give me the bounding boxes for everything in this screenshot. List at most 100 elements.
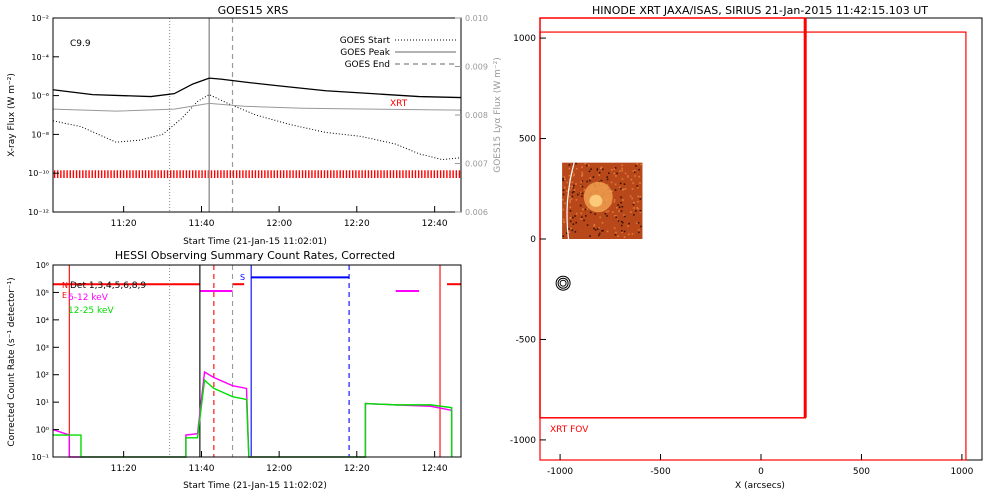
xrt-image-speckle [566, 190, 568, 192]
xrt-image-speckle [586, 224, 589, 226]
xrt-image-speckle [569, 206, 572, 209]
xrt-image-speckle [581, 180, 584, 183]
xrt-ytick-label: 0 [530, 235, 536, 245]
xrt-image-speckle [599, 167, 602, 170]
xrt-image-speckle [613, 168, 616, 170]
xrt-image-speckle [624, 172, 627, 175]
xrt-image-speckle [612, 211, 614, 213]
xrt-image-bright-kernel [589, 194, 603, 207]
xrt-plot-area [539, 17, 967, 461]
xrt-image-speckle [584, 208, 587, 211]
xrt-xtick-label: -500 [650, 467, 671, 477]
xrt-image-speckle [586, 208, 588, 211]
hessi-axes: 10⁻¹ 10⁰ 10¹ 10² 10³ 10⁴ 10⁵ 10⁶ 11:20 11:40 12:00… [31, 261, 448, 474]
xrt-image-speckle [581, 192, 584, 195]
xrt-image-speckle [610, 181, 613, 184]
xrt-image-speckle [573, 190, 575, 193]
xrt-image-speckle [585, 215, 587, 217]
goes-xrt-label: XRT [390, 99, 408, 109]
xrt-image-speckle [562, 198, 564, 201]
xrt-image-speckle [613, 201, 616, 203]
goes-xtick-label: 12:00 [266, 219, 292, 229]
xrt-image-speckle [606, 176, 609, 178]
xrt-image-speckle [584, 162, 586, 165]
hessi-ytick-label: 10¹ [36, 398, 49, 407]
goes-right-ytick-label: 0.010 [465, 14, 488, 23]
xrt-image-speckle [633, 202, 636, 204]
xrt-image-speckle [601, 230, 603, 232]
hessi-ytick-label: 10³ [36, 343, 49, 352]
goes-xtick-label: 12:20 [344, 219, 370, 229]
xrt-image-speckle [581, 166, 583, 169]
xrt-image-speckle [619, 187, 622, 190]
xrt-image-speckle [637, 207, 640, 210]
xrt-image-speckle [629, 195, 632, 198]
xrt-image-speckle [624, 188, 627, 190]
xrt-image-speckle [611, 190, 614, 192]
xrt-image-speckle [598, 227, 600, 229]
xrt-image-speckle [615, 231, 617, 234]
xrt-image-speckle [614, 167, 617, 169]
xrt-image-speckle [606, 230, 609, 233]
xrt-image-speckle [568, 227, 570, 230]
hessi-contour [557, 277, 569, 289]
hessi-xtick-label: 11:20 [111, 464, 137, 474]
xrt-image-speckle [570, 227, 572, 230]
goes-xtick-label: 11:40 [189, 219, 215, 229]
xrt-image-speckle [639, 195, 641, 198]
xrt-image-speckle [640, 225, 642, 228]
hessi-contour [559, 279, 567, 287]
xrt-image-speckle [602, 168, 604, 171]
xrt-image-speckle [607, 210, 610, 212]
xrt-title: HINODE XRT JAXA/ISAS, SIRIUS 21-Jan-2015… [592, 4, 928, 17]
xrt-image-speckle [562, 218, 565, 221]
xrt-image-speckle [598, 174, 600, 176]
goes-right-ytick-label: 0.008 [465, 111, 488, 120]
xrt-image-speckle [621, 231, 623, 233]
xrt-image-speckle [622, 199, 624, 201]
xrt-image-speckle [573, 184, 575, 187]
xrt-image-speckle [617, 235, 620, 238]
goes-flare-class: C9.9 [70, 39, 91, 49]
goes-xrs-panel: GOES15 XRS C9.9 XRT GOES Start GOES Peak… [7, 4, 503, 247]
goes-ytick-label: 10⁻¹⁰ [28, 169, 49, 178]
xrt-image-speckle [621, 221, 624, 224]
goes-series-lya [52, 102, 462, 112]
xrt-image-speckle [580, 180, 583, 183]
goes-xtick-label: 11:20 [111, 219, 137, 229]
xrt-image-speckle [572, 186, 574, 189]
xrt-image-speckle [599, 216, 601, 219]
hessi-title: HESSI Observing Summary Count Rates, Cor… [115, 249, 395, 262]
xrt-image-speckle [627, 225, 629, 227]
legend-hessi-lo: 6-12 keV [68, 293, 109, 303]
xrt-image-speckle [633, 207, 635, 209]
xrt-image-speckle [615, 215, 618, 217]
xrt-image-speckle [620, 201, 622, 204]
xrt-image-speckle [571, 171, 574, 173]
xrt-image-speckle [579, 204, 582, 207]
xrt-image-speckle [583, 188, 586, 191]
goes-xlabel: Start Time (21-Jan-15 11:02:01) [183, 237, 327, 247]
xrt-image-speckle [588, 170, 591, 173]
xrt-image-speckle [562, 208, 564, 211]
xrt-image-speckle [623, 215, 626, 218]
goes-series-long [52, 77, 462, 99]
xrt-image-speckle [563, 221, 565, 224]
xrt-image-speckle [563, 176, 566, 178]
xrt-image-speckle [606, 215, 608, 217]
goes-right-ytick-label: 0.007 [465, 160, 488, 169]
xrt-image-speckle [580, 212, 583, 215]
xrt-image-speckle [596, 169, 599, 171]
xrt-image-speckle [580, 217, 582, 220]
xrt-image-speckle [637, 222, 640, 224]
xrt-fov-label: XRT FOV [550, 425, 589, 435]
goes-title: GOES15 XRS [218, 4, 289, 17]
xrt-image-speckle [580, 185, 582, 187]
xrt-image-speckle [636, 185, 639, 187]
xrt-image-speckle [596, 228, 599, 230]
xrt-image-speckle [573, 189, 576, 192]
xrt-image-speckle [618, 210, 620, 212]
hessi-ytick-label: 10⁶ [36, 261, 49, 270]
xrt-image-speckle [589, 179, 591, 182]
xrt-image-speckle [605, 211, 608, 213]
